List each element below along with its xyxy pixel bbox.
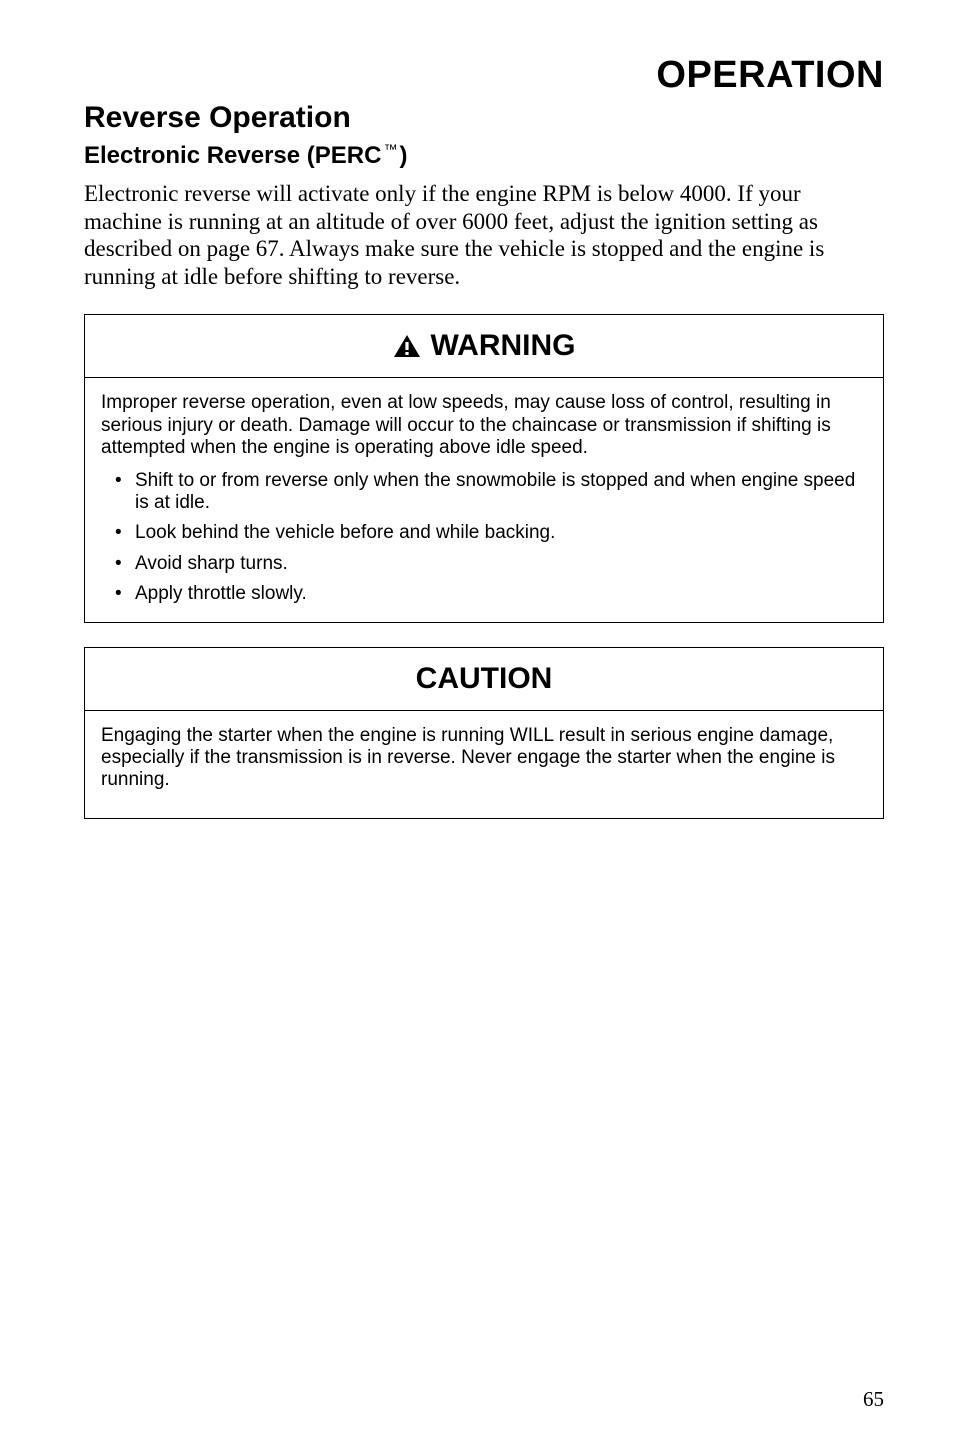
warning-bullet: Shift to or from reverse only when the s… <box>115 470 867 515</box>
warning-body: Improper reverse operation, even at low … <box>85 378 883 621</box>
caution-box: CAUTION Engaging the starter when the en… <box>84 647 884 819</box>
subsection-title: Electronic Reverse (PERC™) <box>84 141 884 170</box>
caution-body: Engaging the starter when the engine is … <box>85 711 883 818</box>
chapter-title: OPERATION <box>84 54 884 97</box>
body-paragraph: Electronic reverse will activate only if… <box>84 180 884 290</box>
warning-title-text: WARNING <box>431 329 576 363</box>
warning-intro: Improper reverse operation, even at low … <box>101 392 867 459</box>
page-number: 65 <box>863 1387 884 1412</box>
section-title: Reverse Operation <box>84 101 884 135</box>
caution-header: CAUTION <box>85 648 883 711</box>
warning-header: WARNING <box>85 315 883 378</box>
warning-bullet: Avoid sharp turns. <box>115 553 867 575</box>
caution-title-text: CAUTION <box>416 662 553 696</box>
warning-bullet-list: Shift to or from reverse only when the s… <box>101 470 867 606</box>
caution-text: Engaging the starter when the engine is … <box>101 725 867 792</box>
caution-title-row: CAUTION <box>416 662 553 696</box>
warning-triangle-icon <box>393 334 421 358</box>
subsection-suffix: ) <box>399 142 407 169</box>
warning-box: WARNING Improper reverse operation, even… <box>84 314 884 622</box>
warning-title-row: WARNING <box>393 329 576 363</box>
warning-bullet: Apply throttle slowly. <box>115 583 867 605</box>
subsection-prefix: Electronic Reverse (PERC <box>84 142 381 169</box>
trademark-symbol: ™ <box>383 141 397 157</box>
warning-bullet: Look behind the vehicle before and while… <box>115 522 867 544</box>
